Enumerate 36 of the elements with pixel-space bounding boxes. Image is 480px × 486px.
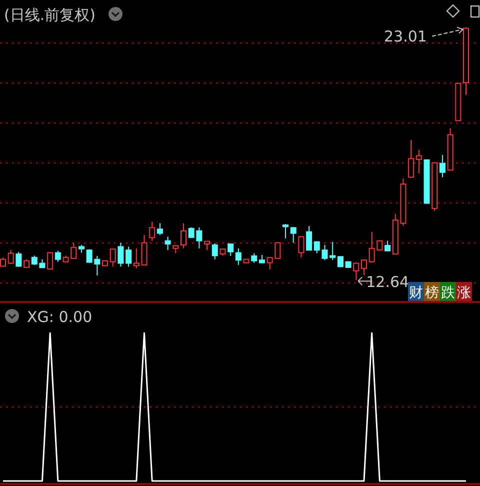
- candlestick: [156, 222, 163, 236]
- annotation: 榜: [425, 285, 439, 301]
- annotation: 12.64: [366, 273, 410, 292]
- candlestick: [298, 236, 304, 258]
- candlestick: [416, 149, 422, 174]
- candlestick: [133, 248, 140, 269]
- candlestick: [282, 224, 289, 239]
- chart-title: (日线.前复权): [4, 6, 96, 24]
- annotation: 涨: [457, 285, 471, 301]
- candlestick: [235, 248, 242, 266]
- candlestick: [408, 139, 414, 178]
- candlestick: [439, 154, 446, 178]
- candlestick: [8, 250, 14, 264]
- candlestick: [118, 242, 124, 268]
- candlestick: [16, 251, 22, 268]
- annotation: 财: [409, 285, 423, 301]
- candlestick: [164, 236, 171, 251]
- candlestick: [251, 252, 258, 264]
- chart-title: XG: 0.00: [27, 308, 92, 326]
- candlestick: [228, 243, 234, 256]
- candlestick: [384, 240, 391, 252]
- candlestick: [212, 242, 218, 260]
- candlestick: [360, 259, 367, 276]
- candlestick: [180, 222, 186, 249]
- annotation: 跌: [441, 285, 455, 301]
- candlestick: [290, 226, 296, 244]
- candlestick: [141, 234, 148, 266]
- candlestick: [54, 250, 61, 262]
- annotation: 23.01: [384, 27, 427, 46]
- candlestick: [126, 246, 132, 268]
- candlestick: [353, 262, 360, 281]
- candlestick: [330, 241, 336, 261]
- candlestick: [110, 248, 116, 268]
- candlestick: [47, 251, 54, 270]
- candlestick: [306, 225, 312, 252]
- candlestick: [149, 221, 156, 242]
